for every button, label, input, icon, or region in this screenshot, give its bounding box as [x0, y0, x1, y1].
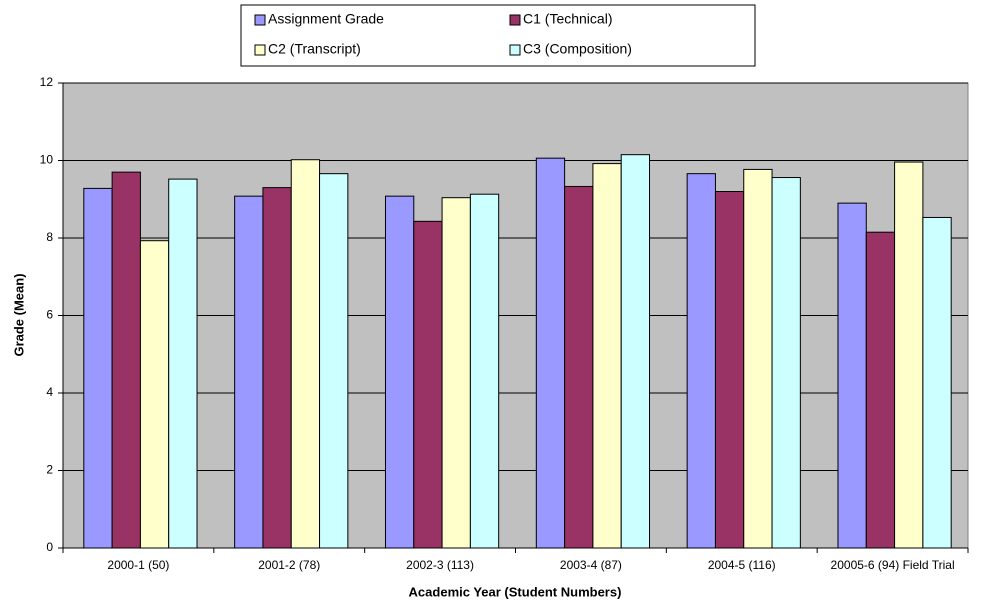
legend-label: Assignment Grade: [268, 11, 384, 27]
x-tick-label: 2003-4 (87): [560, 558, 622, 572]
bar: [413, 220, 443, 549]
y-tick-label: 4: [46, 385, 53, 399]
bar: [319, 173, 349, 549]
x-axis-label: Academic Year (Student Numbers): [409, 584, 622, 599]
bar: [234, 195, 264, 549]
bar: [535, 157, 566, 549]
bar: [865, 231, 896, 549]
bar: [771, 177, 801, 549]
legend-swatch: [509, 44, 521, 56]
bar: [837, 202, 867, 549]
legend-label: C1 (Technical): [523, 11, 612, 27]
bar: [83, 187, 113, 549]
bar: [620, 154, 651, 549]
y-tick-label: 2: [46, 463, 53, 477]
x-tick-label: 20005-6 (94) Field Trial: [831, 558, 955, 572]
y-axis-label: Grade (Mean): [11, 273, 26, 356]
x-tick-label: 2002-3 (113): [406, 558, 474, 572]
x-tick-label: 2004-5 (116): [708, 558, 776, 572]
bar: [168, 178, 198, 549]
bar: [894, 161, 924, 549]
bar: [441, 197, 471, 549]
bar: [139, 240, 170, 549]
legend-swatch: [254, 44, 266, 56]
bar: [686, 173, 716, 549]
bar: [564, 185, 594, 549]
bar: [290, 159, 321, 549]
y-tick-label: 0: [46, 540, 53, 554]
bar: [592, 163, 622, 549]
x-tick-label: 2000-1 (50): [107, 558, 169, 572]
bar: [262, 187, 292, 549]
bar: [469, 193, 500, 549]
legend-swatch: [509, 14, 521, 26]
y-tick-label: 8: [46, 230, 53, 244]
y-tick-label: 12: [40, 75, 54, 89]
bar: [111, 171, 141, 549]
bar: [384, 195, 415, 549]
bar: [714, 191, 745, 549]
bar: [743, 168, 773, 549]
y-tick-label: 6: [46, 308, 53, 322]
bar: [922, 216, 952, 549]
legend-label: C3 (Composition): [523, 41, 632, 57]
legend-box: [240, 4, 756, 67]
legend-label: C2 (Transcript): [268, 41, 361, 57]
x-tick-label: 2001-2 (78): [258, 558, 320, 572]
y-tick-label: 10: [40, 153, 54, 167]
legend-swatch: [254, 14, 266, 26]
